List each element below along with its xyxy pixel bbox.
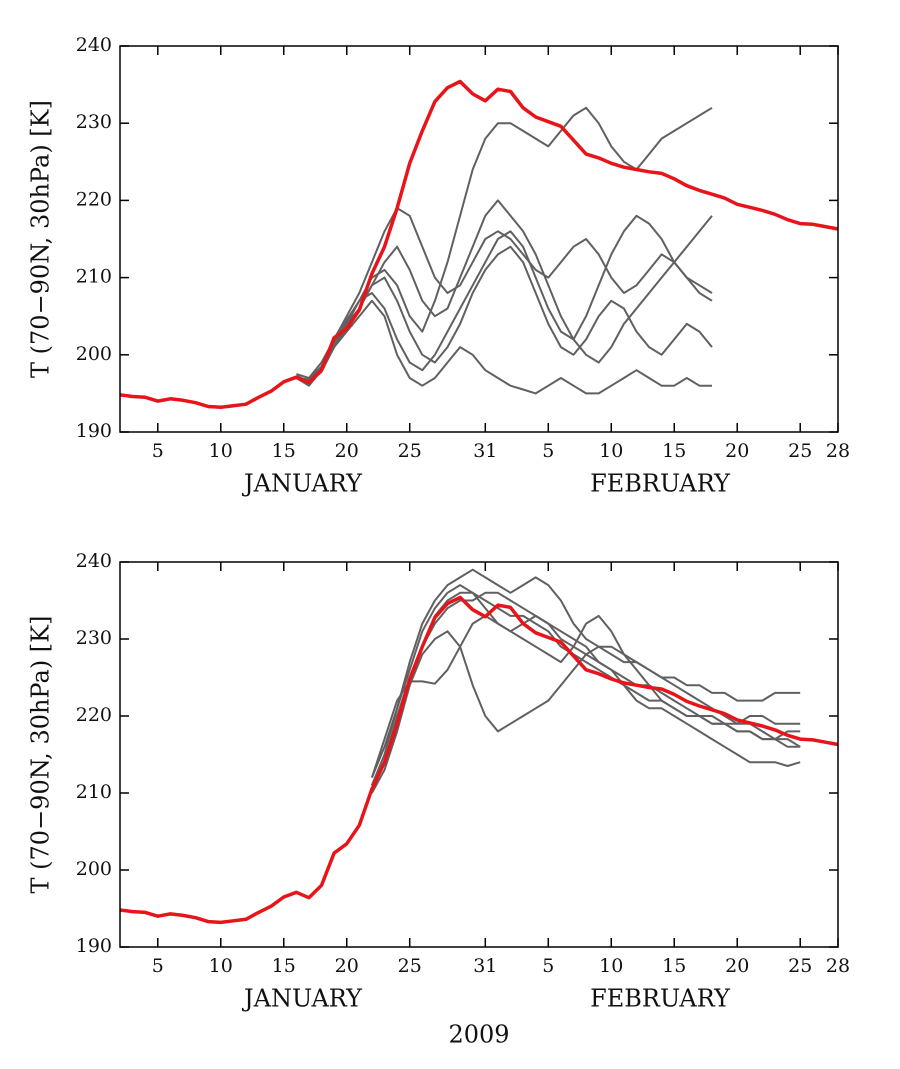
x-tick-label: 15	[272, 440, 296, 462]
x-tick-label: 25	[398, 440, 422, 462]
month-label: JANUARY	[241, 470, 363, 498]
x-tick-label: 25	[788, 440, 812, 462]
x-tick-label: 15	[662, 440, 686, 462]
series-line	[119, 79, 839, 410]
x-tick-label: 20	[335, 440, 359, 462]
y-tick-label: 240	[76, 34, 112, 56]
x-tick-label: 10	[209, 440, 233, 462]
y-tick-label: 210	[76, 266, 112, 288]
y-axis-label: T (70−90N, 30hPa) [K]	[27, 100, 55, 378]
series-line	[370, 614, 801, 778]
month-label: FEBRUARY	[590, 470, 731, 498]
x-tick-label: 28	[826, 440, 850, 462]
y-tick-label: 230	[76, 111, 112, 133]
month-label: JANUARY	[241, 985, 363, 1013]
x-tick-label: 31	[473, 955, 497, 977]
x-tick-label: 5	[542, 955, 554, 977]
x-axis-label: 2009	[448, 1021, 509, 1049]
y-tick-label: 200	[76, 858, 112, 880]
series-line	[371, 630, 801, 794]
plot-frame	[119, 45, 839, 433]
series-line	[119, 595, 839, 925]
x-tick-label: 5	[152, 955, 164, 977]
y-axis-label: T (70−90N, 30hPa) [K]	[27, 616, 55, 894]
y-tick-label: 220	[76, 704, 112, 726]
x-tick-label: 20	[725, 955, 749, 977]
series-line	[295, 214, 713, 383]
x-tick-label: 25	[398, 955, 422, 977]
x-tick-label: 20	[725, 440, 749, 462]
x-tick-label: 10	[599, 440, 623, 462]
y-tick-label: 210	[76, 781, 112, 803]
x-tick-label: 15	[662, 955, 686, 977]
x-tick-label: 20	[335, 955, 359, 977]
y-tick-label: 220	[76, 188, 112, 210]
x-tick-label: 5	[542, 440, 554, 462]
x-tick-label: 15	[272, 955, 296, 977]
x-tick-label: 10	[599, 955, 623, 977]
series-line	[370, 568, 801, 778]
x-tick-label: 28	[826, 955, 850, 977]
y-tick-label: 190	[76, 935, 112, 957]
x-tick-label: 31	[473, 440, 497, 462]
series-line	[370, 591, 801, 790]
y-tick-label: 240	[76, 550, 112, 572]
month-label: FEBRUARY	[590, 985, 731, 1013]
x-tick-label: 10	[209, 955, 233, 977]
x-tick-label: 5	[152, 440, 164, 462]
x-tick-label: 25	[788, 955, 812, 977]
y-tick-label: 230	[76, 627, 112, 649]
plot-frame	[119, 561, 839, 948]
series-line	[295, 299, 712, 395]
series-line	[296, 106, 713, 383]
y-tick-label: 190	[76, 420, 112, 442]
series-line	[370, 584, 801, 786]
y-tick-label: 200	[76, 343, 112, 365]
